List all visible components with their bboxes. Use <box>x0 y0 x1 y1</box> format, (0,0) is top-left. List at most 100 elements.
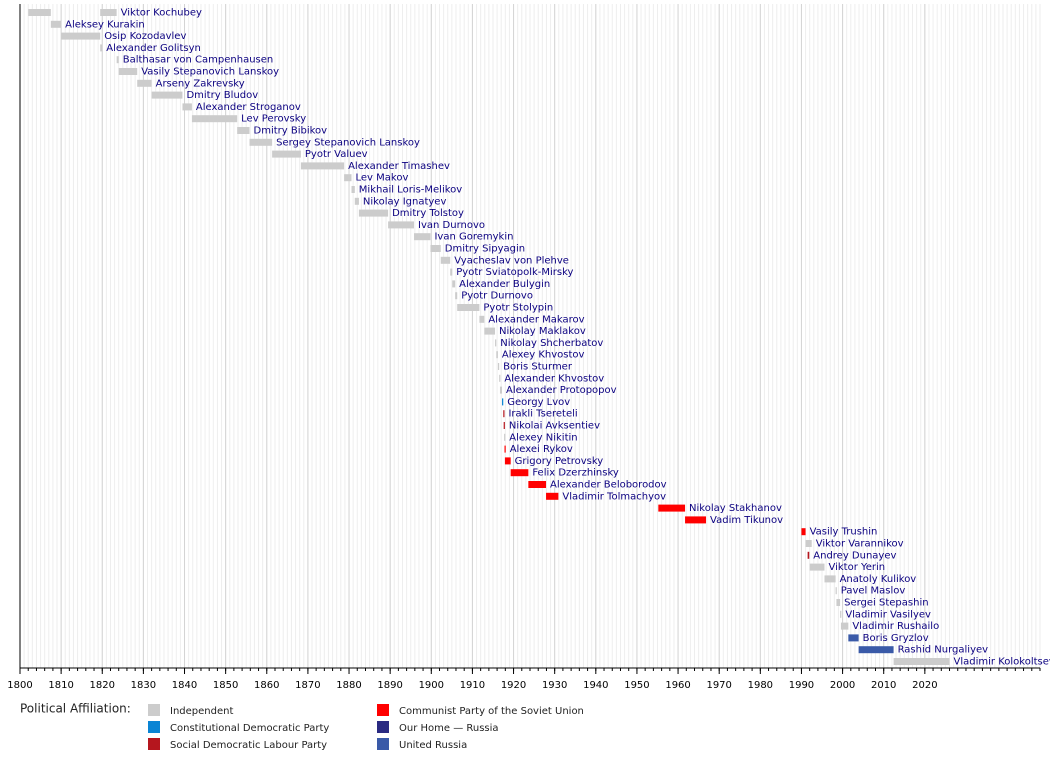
tenure-bar <box>351 186 355 193</box>
minister-label: Pyotr Stolypin <box>483 303 553 314</box>
legend-swatch <box>148 721 160 733</box>
tenure-bar <box>504 457 511 465</box>
minister-label: Irakli Tsereteli <box>508 409 577 420</box>
tenure-bar <box>100 44 103 52</box>
minister-label: Vladimir Vasilyev <box>845 609 931 620</box>
tenure-bar <box>528 481 547 488</box>
x-tick-label: 1830 <box>131 680 156 691</box>
x-tick-label: 1800 <box>7 680 32 691</box>
tenure-bar <box>495 339 497 347</box>
minister-label: Alexey Khvostov <box>502 350 585 361</box>
minister-label: Pavel Maslov <box>841 586 906 597</box>
tenure-bar <box>893 658 950 665</box>
minister-label: Viktor Yerin <box>828 562 885 573</box>
x-tick-label: 1810 <box>48 680 73 691</box>
x-tick-label: 1870 <box>295 680 320 691</box>
x-tick-label: 2000 <box>830 680 855 691</box>
legend-label: Social Democratic Labour Party <box>170 740 327 751</box>
tenure-bar <box>801 528 806 536</box>
legend-swatch <box>148 738 160 750</box>
x-tick-label: 1970 <box>706 680 731 691</box>
minister-label: Alexander Beloborodov <box>550 480 667 491</box>
tenure-bar <box>503 422 505 429</box>
x-tick-label: 1980 <box>748 680 773 691</box>
legend-label: Independent <box>170 706 233 717</box>
minister-label: Sergei Stepashin <box>844 598 928 609</box>
tenure-bar <box>685 516 707 524</box>
tenure-bar <box>50 20 62 28</box>
minister-label: Mikhail Loris-Melikov <box>359 185 463 196</box>
tenure-bar <box>137 79 152 87</box>
minister-label: Felix Dzerzhinsky <box>532 468 619 479</box>
legend-label: Our Home — Russia <box>399 723 499 734</box>
tenure-bar <box>484 327 496 335</box>
tenure-bar <box>61 32 101 40</box>
tenure-bar <box>300 162 345 170</box>
x-tick-label: 1910 <box>460 680 485 691</box>
legend-label: Constitutional Democratic Party <box>170 723 329 734</box>
tenure-bar <box>457 304 480 311</box>
minister-label: Nikolay Ignatyev <box>363 196 447 207</box>
x-tick-label: 1950 <box>624 680 649 691</box>
x-tick-label: 1880 <box>336 680 361 691</box>
tenure-bar <box>496 351 498 359</box>
tenure-bar <box>499 386 503 394</box>
tenure-bar <box>836 599 841 606</box>
tenure-bar <box>28 9 51 16</box>
minister-label: Pyotr Durnovo <box>461 291 533 302</box>
minister-label: Anatoly Kulikov <box>840 574 917 585</box>
x-tick-label: 1920 <box>501 680 526 691</box>
tenure-bar <box>272 150 301 158</box>
x-tick-label: 1930 <box>542 680 567 691</box>
minister-label: Alexander Stroganov <box>196 102 301 113</box>
tenure-bar <box>858 646 894 654</box>
tenure-bar <box>840 622 849 630</box>
tenure-bar <box>805 540 812 547</box>
x-tick-label: 1820 <box>90 680 115 691</box>
minister-label: Dmitry Bludov <box>186 90 258 101</box>
tenure-bar <box>388 221 415 229</box>
minister-label: Nikolay Shcherbatov <box>500 338 603 349</box>
tenure-bar <box>452 280 456 288</box>
x-tick-label: 1940 <box>583 680 608 691</box>
minister-label: Viktor Varannikov <box>816 539 904 550</box>
minister-label: Boris Gryzlov <box>863 633 929 644</box>
minister-label: Balthasar von Campenhausen <box>123 55 274 66</box>
tenure-bar <box>504 445 506 453</box>
tenure-bar <box>504 433 506 441</box>
minister-label: Vladimir Tolmachyov <box>562 491 666 502</box>
minister-label: Pyotr Sviatopolk-Mirsky <box>456 267 573 278</box>
minister-label: Nikolay Maklakov <box>499 326 586 337</box>
minister-label: Nikolai Avksentiev <box>509 421 600 432</box>
tenure-bar <box>503 410 505 418</box>
minister-label: Nikolay Stakhanov <box>689 503 782 514</box>
minister-label: Vadim Tikunov <box>710 515 783 526</box>
minister-label: Alexey Nikitin <box>509 432 577 443</box>
tenure-bar <box>450 268 453 276</box>
minister-label: Viktor Kochubey <box>121 8 202 19</box>
legend-swatch <box>377 704 389 716</box>
legend-label: Communist Party of the Soviet Union <box>399 706 584 717</box>
minister-label: Osip Kozodavlev <box>104 31 186 42</box>
legend-swatch <box>377 721 389 733</box>
minister-label: Vladimir Kolokoltsev <box>954 657 1050 668</box>
minister-label: Georgy Lvov <box>507 397 570 408</box>
tenure-bar <box>807 551 810 559</box>
tenure-bar <box>809 563 825 571</box>
minister-label: Lev Perovsky <box>241 114 306 125</box>
tenure-bar <box>497 363 500 370</box>
tenure-bar <box>118 68 138 75</box>
minister-label: Vyacheslav von Plehve <box>454 255 569 266</box>
tenure-bar <box>824 575 836 583</box>
x-tick-label: 1850 <box>213 680 238 691</box>
x-tick-label: 1860 <box>254 680 279 691</box>
tenure-bar <box>499 374 501 382</box>
tenure-bar <box>455 292 458 300</box>
x-tick-label: 1960 <box>665 680 690 691</box>
minister-label: Grigory Petrovsky <box>515 456 604 467</box>
minister-label: Vasily Stepanovich Lanskoy <box>141 67 279 78</box>
tenure-bar <box>440 256 451 264</box>
minister-label: Sergey Stepanovich Lanskoy <box>276 137 420 148</box>
minister-label: Aleksey Kurakin <box>65 19 145 30</box>
minister-label: Ivan Durnovo <box>418 220 485 231</box>
